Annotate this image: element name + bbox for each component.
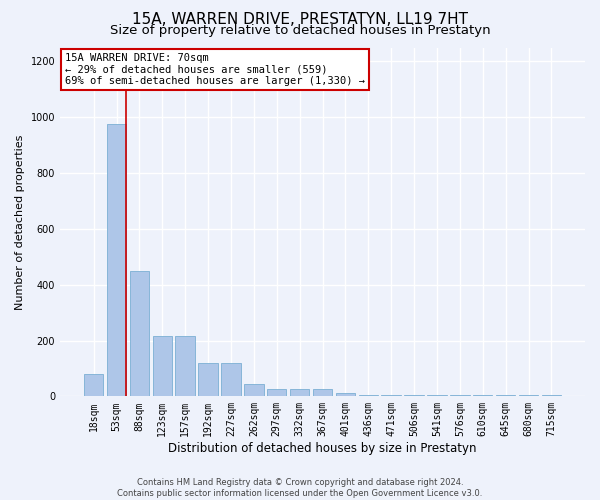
Text: 15A WARREN DRIVE: 70sqm
← 29% of detached houses are smaller (559)
69% of semi-d: 15A WARREN DRIVE: 70sqm ← 29% of detache… xyxy=(65,52,365,86)
Bar xyxy=(199,363,218,396)
Text: Contains HM Land Registry data © Crown copyright and database right 2024.
Contai: Contains HM Land Registry data © Crown c… xyxy=(118,478,482,498)
Bar xyxy=(221,363,241,396)
Bar xyxy=(152,336,172,396)
Bar xyxy=(290,390,310,396)
Bar xyxy=(313,390,332,396)
Bar xyxy=(84,374,103,396)
Text: 15A, WARREN DRIVE, PRESTATYN, LL19 7HT: 15A, WARREN DRIVE, PRESTATYN, LL19 7HT xyxy=(132,12,468,28)
Bar xyxy=(519,395,538,396)
Bar xyxy=(175,336,195,396)
Bar xyxy=(335,393,355,396)
Bar xyxy=(107,124,126,396)
Bar xyxy=(359,395,378,396)
Bar xyxy=(473,395,493,396)
Bar xyxy=(267,390,286,396)
Text: Size of property relative to detached houses in Prestatyn: Size of property relative to detached ho… xyxy=(110,24,490,37)
Bar xyxy=(450,395,470,396)
Bar xyxy=(244,384,263,396)
Bar xyxy=(404,395,424,396)
Y-axis label: Number of detached properties: Number of detached properties xyxy=(15,134,25,310)
Bar xyxy=(542,395,561,396)
Bar xyxy=(382,395,401,396)
X-axis label: Distribution of detached houses by size in Prestatyn: Distribution of detached houses by size … xyxy=(168,442,477,455)
Bar xyxy=(496,395,515,396)
Bar xyxy=(427,395,446,396)
Bar xyxy=(130,271,149,396)
